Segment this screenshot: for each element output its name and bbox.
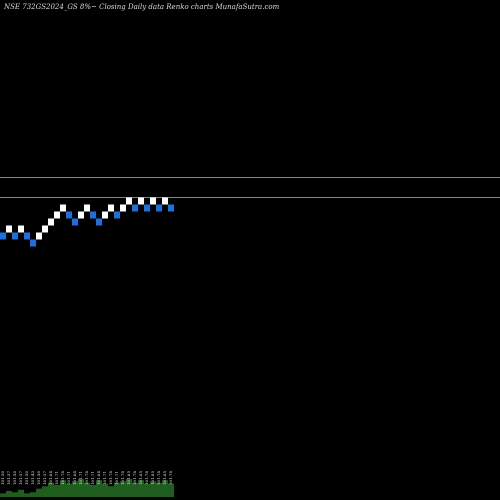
brick-price-label: 101.50	[0, 471, 5, 485]
renko-brick-down	[72, 218, 78, 226]
renko-brick-up	[126, 197, 132, 205]
brick-price-labels: 101.50 101.57 101.50 101.57 101.50 101.43 101.…	[0, 471, 173, 485]
brick-price-label: 101.85	[162, 471, 167, 485]
renko-brick-up	[150, 197, 156, 205]
renko-brick-up	[54, 211, 60, 219]
brick-price-label: 101.78	[60, 471, 65, 485]
renko-brick-up	[18, 225, 24, 233]
brick-price-label: 101.57	[18, 471, 23, 485]
brick-price-label: 101.78	[156, 471, 161, 485]
brick-price-label: 101.50	[12, 471, 17, 485]
renko-brick-down	[30, 239, 36, 247]
brick-price-label: 101.71	[102, 471, 107, 485]
brick-price-label: 101.78	[108, 471, 113, 485]
renko-brick-up	[162, 197, 168, 205]
brick-price-label: 101.71	[114, 471, 119, 485]
renko-brick-up	[102, 211, 108, 219]
renko-brick-down	[114, 211, 120, 219]
brick-price-label: 101.85	[138, 471, 143, 485]
brick-price-label: 101.50	[36, 471, 41, 485]
brick-price-label: 101.78	[132, 471, 137, 485]
renko-brick-down	[132, 204, 138, 212]
brick-price-label: 101.78	[168, 471, 173, 485]
renko-brick-up	[48, 218, 54, 226]
brick-price-label: 101.57	[6, 471, 11, 485]
brick-price-label: 101.71	[66, 471, 71, 485]
volume-panel	[0, 479, 174, 497]
renko-brick-down	[156, 204, 162, 212]
brick-price-label: 101.71	[54, 471, 59, 485]
renko-brick-up	[60, 204, 66, 212]
renko-brick-up	[120, 204, 126, 212]
brick-price-label: 101.78	[84, 471, 89, 485]
renko-brick-up	[84, 204, 90, 212]
renko-brick-up	[42, 225, 48, 233]
renko-brick-down	[24, 232, 30, 240]
renko-brick-up	[6, 225, 12, 233]
renko-brick-down	[90, 211, 96, 219]
renko-brick-up	[78, 211, 84, 219]
renko-brick-up	[36, 232, 42, 240]
renko-brick-down	[168, 204, 174, 212]
brick-price-label: 101.64	[96, 471, 101, 485]
brick-price-label: 101.64	[72, 471, 77, 485]
brick-price-label: 101.78	[120, 471, 125, 485]
renko-bricks	[0, 197, 174, 247]
renko-brick-down	[66, 211, 72, 219]
brick-price-label: 101.50	[24, 471, 29, 485]
brick-price-label: 101.43	[30, 471, 35, 485]
renko-brick-down	[12, 232, 18, 240]
renko-brick-up	[108, 204, 114, 212]
brick-price-label: 101.71	[90, 471, 95, 485]
brick-price-label: 101.85	[150, 471, 155, 485]
renko-brick-down	[144, 204, 150, 212]
renko-brick-down	[96, 218, 102, 226]
renko-brick-down	[0, 232, 6, 240]
brick-price-label: 101.64	[48, 471, 53, 485]
renko-brick-up	[138, 197, 144, 205]
brick-price-label: 101.57	[42, 471, 47, 485]
brick-price-label: 101.85	[126, 471, 131, 485]
brick-price-label: 101.78	[144, 471, 149, 485]
chart-title: NSE 732GS2024_GS 8%~ Closing Daily data …	[3, 3, 280, 11]
volume-area	[0, 479, 174, 497]
reference-lines	[0, 177, 500, 198]
brick-price-label: 101.71	[78, 471, 83, 485]
